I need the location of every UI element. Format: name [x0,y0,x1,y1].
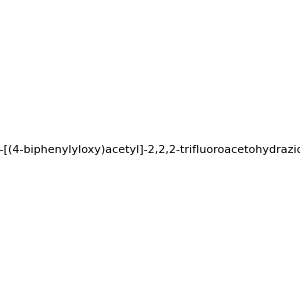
Text: N'-[(4-biphenylyloxy)acetyl]-2,2,2-trifluoroacetohydrazide: N'-[(4-biphenylyloxy)acetyl]-2,2,2-trifl… [0,145,300,155]
